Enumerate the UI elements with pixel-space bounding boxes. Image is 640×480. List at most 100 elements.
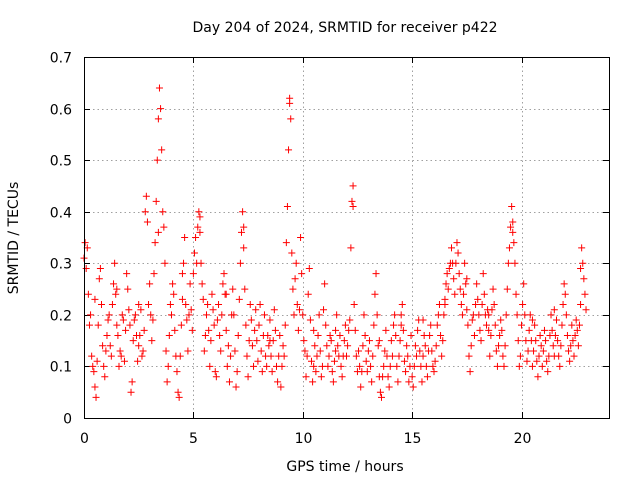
data-point [390, 321, 398, 329]
data-point [510, 239, 518, 247]
data-point [309, 378, 317, 386]
data-point [553, 316, 560, 324]
data-point [563, 331, 571, 339]
data-point [186, 280, 194, 288]
data-point [414, 326, 422, 334]
data-point [96, 264, 104, 272]
data-point [395, 352, 403, 360]
data-point [239, 208, 247, 216]
data-point [281, 321, 289, 329]
data-point [426, 331, 434, 339]
data-point [398, 301, 406, 309]
data-point [488, 306, 496, 314]
data-point [402, 368, 410, 376]
data-point [429, 362, 437, 370]
data-point [301, 347, 309, 355]
data-point [525, 326, 533, 334]
data-point [400, 357, 408, 365]
data-point [103, 331, 111, 339]
data-point [194, 223, 202, 231]
data-point [260, 311, 268, 319]
data-point [201, 331, 209, 339]
data-point [244, 373, 252, 381]
data-point [396, 337, 404, 345]
data-point [403, 342, 411, 350]
data-point [197, 259, 205, 267]
data-point [192, 234, 200, 241]
data-point [142, 192, 150, 200]
data-point [407, 331, 415, 339]
data-point [438, 352, 446, 360]
data-point [338, 373, 346, 381]
data-point [581, 290, 589, 298]
data-point [399, 326, 407, 334]
data-point [91, 383, 99, 391]
x-tick-label: 0 [80, 431, 89, 447]
x-tick-label: 5 [189, 431, 198, 447]
data-point [374, 342, 382, 350]
data-point [207, 337, 215, 345]
data-point [279, 342, 287, 350]
data-point [231, 347, 239, 355]
data-point [463, 275, 471, 283]
data-point [152, 197, 160, 205]
data-point [255, 321, 263, 329]
data-point [243, 352, 251, 360]
data-point [375, 337, 383, 345]
data-point [203, 311, 210, 319]
data-point [177, 321, 185, 329]
data-point [572, 316, 580, 324]
data-point [111, 259, 119, 267]
data-point [344, 342, 352, 350]
data-point [577, 264, 585, 272]
data-point [160, 223, 168, 231]
data-point [526, 311, 534, 319]
data-point [195, 208, 203, 216]
data-point [300, 337, 308, 345]
data-point [555, 352, 563, 360]
data-point [299, 311, 307, 319]
data-point [535, 352, 543, 360]
data-point [190, 249, 198, 257]
x-tick-label: 10 [295, 431, 313, 447]
data-point [94, 321, 102, 329]
data-point [539, 347, 547, 355]
data-point [570, 352, 578, 360]
data-point [184, 347, 192, 355]
data-point [163, 378, 171, 386]
data-point [543, 357, 551, 365]
data-point [357, 383, 365, 391]
data-point [493, 362, 501, 370]
data-point [208, 290, 216, 298]
data-point [91, 295, 99, 303]
data-point [178, 270, 186, 278]
data-point [427, 321, 435, 329]
data-point [575, 321, 583, 329]
data-point [495, 342, 503, 350]
data-point [440, 311, 448, 319]
data-point [171, 326, 179, 334]
data-point [486, 352, 494, 360]
data-point [544, 368, 552, 376]
data-point [117, 352, 125, 360]
data-point [567, 342, 575, 350]
data-point [340, 337, 348, 345]
data-point [479, 270, 487, 278]
data-point [421, 342, 429, 350]
data-point [476, 326, 484, 334]
data-point [578, 244, 586, 252]
data-point [464, 321, 472, 329]
data-point [416, 347, 424, 355]
data-point [266, 337, 274, 345]
data-point [461, 259, 469, 267]
data-point [107, 352, 115, 360]
data-point [257, 347, 265, 355]
data-point [530, 347, 538, 355]
data-point [90, 368, 98, 376]
data-point [511, 259, 519, 267]
data-point [128, 378, 136, 386]
data-point [88, 352, 96, 360]
data-point [277, 383, 285, 391]
data-point [81, 239, 89, 247]
data-point [256, 301, 264, 309]
